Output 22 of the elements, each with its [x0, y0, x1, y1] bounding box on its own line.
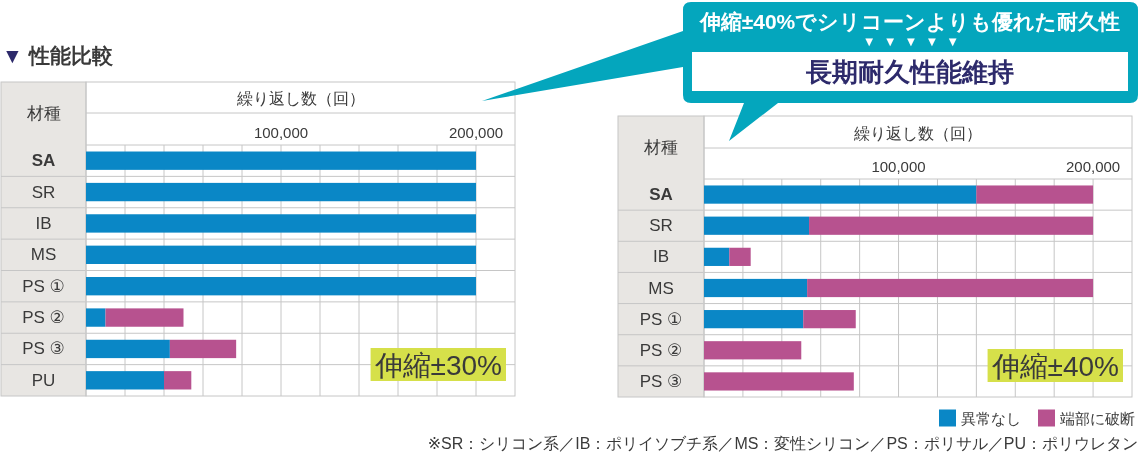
category: MS — [648, 278, 674, 298]
annotation: ※SR：シリコン系／IB：ポリイソブチ系／MS：変性シリコン／PS：ポリサル／PU：ポリウレタン — [427, 434, 1138, 452]
annotation: 伸縮±30% — [374, 350, 502, 381]
category: PU — [31, 370, 56, 390]
category: SA — [31, 151, 56, 171]
ylabel: 材種 — [26, 104, 61, 123]
category: PS ② — [639, 340, 683, 360]
category: PS ② — [22, 308, 65, 328]
annotation: 伸縮±40% — [991, 351, 1119, 382]
category: PS ① — [22, 276, 65, 296]
title: ▼ 性能比較 — [2, 43, 113, 67]
category: IB — [652, 247, 670, 267]
category: PS ③ — [22, 339, 65, 359]
category: IB — [35, 213, 52, 233]
category: PS ① — [639, 309, 683, 329]
category: SR — [649, 216, 673, 236]
xlabel: 繰り返し数（回） — [236, 90, 365, 107]
category: PS ③ — [639, 371, 683, 391]
ylabel: 材種 — [644, 138, 678, 157]
category: SR — [31, 182, 56, 202]
category: MS — [30, 245, 57, 265]
category: SA — [649, 185, 673, 205]
